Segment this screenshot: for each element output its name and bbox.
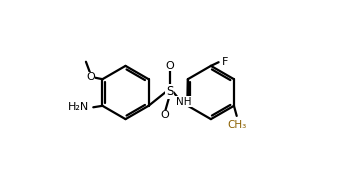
Text: CH₃: CH₃ [227,120,246,130]
Text: O: O [86,72,95,82]
Text: NH: NH [176,97,191,107]
Text: S: S [166,85,173,98]
Text: O: O [165,61,174,71]
Text: F: F [222,57,228,67]
Text: O: O [161,110,169,120]
Text: H₂N: H₂N [68,102,89,112]
